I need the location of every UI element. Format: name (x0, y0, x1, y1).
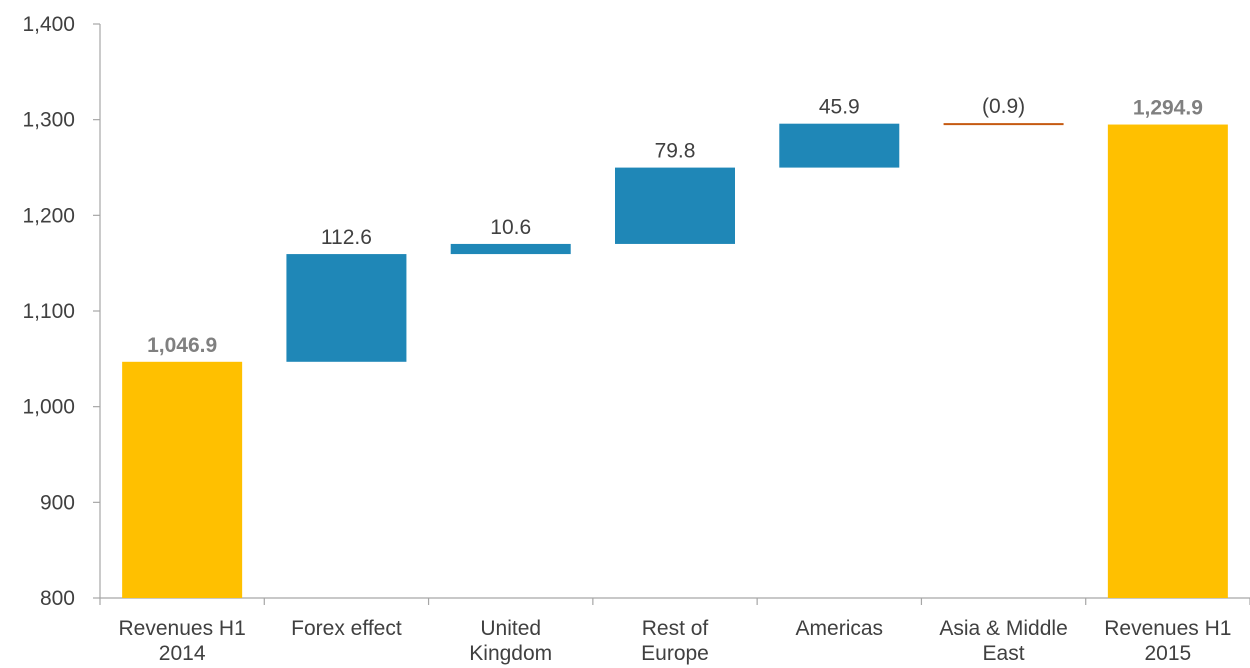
data-label: 79.8 (655, 140, 696, 163)
data-labels: 1,046.9 112.6 10.6 79.8 45.9 (0.9) 1,294.9 (147, 95, 1203, 357)
x-category-label: 2015 (1144, 642, 1191, 665)
bar-increase (779, 123, 900, 168)
bar-decrease (943, 123, 1064, 126)
x-category-label: East (983, 642, 1025, 665)
bar-total (122, 361, 243, 598)
y-tick-label: 900 (40, 491, 75, 514)
y-tick-label: 1,400 (22, 13, 75, 36)
x-category-label: Revenues H1 (1104, 617, 1231, 640)
y-tick-label: 1,300 (22, 109, 75, 132)
data-label: 10.6 (490, 216, 531, 239)
y-tick-label: 1,100 (22, 300, 75, 323)
bar-increase (615, 167, 735, 244)
x-category-label: 2014 (159, 642, 206, 665)
x-category-label: Europe (641, 642, 709, 665)
x-category-label: Rest of (642, 617, 709, 640)
bar-increase (450, 243, 571, 255)
x-category-label: United (480, 617, 541, 640)
x-category-label: Forex effect (291, 617, 402, 640)
data-label: 1,294.9 (1133, 97, 1203, 120)
data-label: (0.9) (982, 95, 1025, 118)
y-axis: 800 900 1,000 1,100 1,200 1,300 1,400 (22, 13, 101, 610)
data-label: 45.9 (819, 96, 860, 119)
x-category-label: Revenues H1 (119, 617, 246, 640)
y-tick-label: 800 (40, 587, 75, 610)
x-category-label: Kingdom (469, 642, 552, 665)
bars (122, 123, 1228, 599)
data-label: 1,046.9 (147, 334, 217, 357)
bar-increase (286, 254, 407, 362)
data-label: 112.6 (321, 226, 372, 249)
bar-total (1107, 124, 1228, 599)
y-tick-label: 1,000 (22, 396, 75, 419)
y-tick-label: 1,200 (22, 204, 75, 227)
x-category-label: Asia & Middle (939, 617, 1067, 640)
x-category-label: Americas (796, 617, 884, 640)
